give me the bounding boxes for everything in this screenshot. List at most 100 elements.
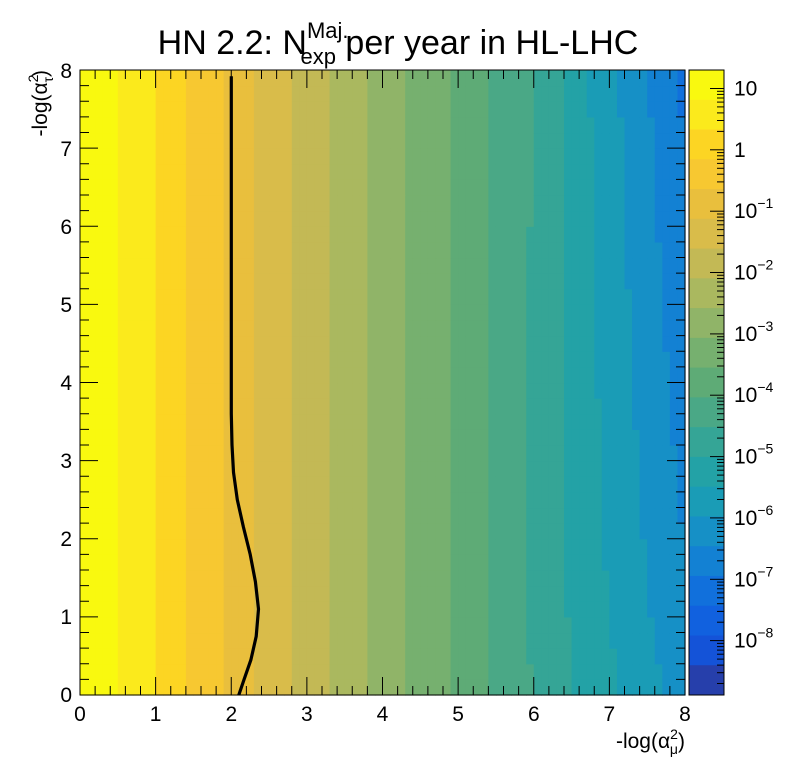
heatmap-cell: [465, 398, 474, 415]
heatmap-cell: [329, 585, 338, 602]
heatmap-cell: [616, 210, 626, 227]
heatmap-cell: [329, 320, 338, 337]
heatmap-cell: [314, 288, 323, 305]
heatmap-cell: [594, 335, 603, 352]
heatmap-cell: [495, 163, 505, 180]
heatmap-cell: [314, 366, 323, 384]
heatmap-cell: [443, 538, 452, 555]
heatmap-cell: [117, 507, 126, 524]
heatmap-cell: [261, 116, 270, 134]
heatmap-cell: [390, 116, 399, 134]
heatmap-cell: [382, 538, 391, 555]
heatmap-cell: [284, 195, 293, 212]
heatmap-cell: [193, 554, 202, 571]
heatmap-cell: [443, 320, 452, 337]
heatmap-cell: [359, 163, 368, 180]
heatmap-cell: [352, 85, 361, 102]
heatmap-cell: [322, 70, 331, 87]
heatmap-cell: [352, 179, 361, 196]
heatmap-cell: [647, 429, 656, 446]
heatmap-cell: [87, 445, 96, 462]
heatmap-cell: [488, 210, 497, 227]
heatmap-cell: [427, 101, 437, 118]
heatmap-cell: [102, 507, 111, 524]
heatmap-cell: [110, 335, 119, 352]
heatmap-cell: [261, 382, 270, 399]
heatmap-cell: [609, 85, 618, 102]
heatmap-cell: [87, 335, 96, 352]
heatmap-cell: [299, 679, 308, 696]
heatmap-cell: [178, 85, 187, 102]
heatmap-cell: [344, 366, 353, 384]
heatmap-cell: [344, 241, 353, 259]
heatmap-cell: [367, 273, 376, 290]
heatmap-cell: [405, 632, 414, 649]
heatmap-cell: [669, 382, 679, 399]
heatmap-cell: [465, 70, 474, 87]
heatmap-cell: [140, 85, 149, 102]
heatmap-cell: [526, 366, 535, 384]
heatmap-cell: [95, 132, 104, 149]
heatmap-cell: [269, 179, 278, 196]
heatmap-cell: [231, 85, 240, 102]
heatmap-cell: [284, 413, 293, 430]
heatmap-cell: [322, 288, 331, 305]
heatmap-cell: [216, 226, 225, 243]
heatmap-cell: [110, 70, 119, 87]
heatmap-cell: [533, 616, 542, 634]
heatmap-cell: [352, 101, 361, 118]
y-tick-labels: 0 1 2 3 4 5 6 7 8: [60, 60, 72, 707]
heatmap-cell: [329, 554, 338, 571]
heatmap-cell: [314, 320, 323, 337]
heatmap-cell: [511, 413, 520, 430]
heatmap-cell: [322, 398, 331, 415]
heatmap-cell: [269, 195, 278, 212]
heatmap-cell: [246, 585, 255, 602]
heatmap-cell: [291, 523, 300, 540]
heatmap-cell: [616, 476, 626, 493]
heatmap-cell: [579, 304, 588, 321]
heatmap-cell: [329, 179, 338, 196]
heatmap-cell: [382, 241, 391, 259]
heatmap-cell: [178, 351, 187, 368]
heatmap-cell: [155, 632, 164, 649]
heatmap-cell: [299, 601, 308, 618]
heatmap-cell: [231, 382, 240, 399]
heatmap-cell: [155, 507, 164, 524]
colorbar-label-base: 10: [734, 262, 757, 285]
heatmap-cell: [669, 679, 679, 696]
heatmap-cell: [125, 273, 134, 290]
heatmap-cell: [178, 445, 187, 462]
heatmap-cell: [238, 538, 247, 555]
heatmap-cell: [344, 179, 353, 196]
heatmap-cell: [367, 491, 376, 509]
heatmap-cell: [276, 226, 285, 243]
heatmap-cell: [397, 70, 406, 87]
heatmap-cell: [443, 195, 452, 212]
heatmap-cell: [110, 616, 119, 634]
heatmap-cell: [216, 195, 225, 212]
heatmap-cell: [586, 179, 595, 196]
heatmap-cell: [435, 382, 444, 399]
heatmap-cell: [193, 663, 202, 680]
heatmap-cell: [677, 273, 686, 290]
heatmap-cell: [503, 523, 512, 540]
heatmap-cell: [412, 226, 421, 243]
heatmap-cell: [480, 116, 489, 134]
heatmap-cell: [412, 570, 421, 587]
heatmap-cell: [677, 320, 686, 337]
heatmap-cell: [87, 85, 96, 102]
heatmap-cell: [427, 335, 437, 352]
heatmap-cell: [647, 101, 656, 118]
heatmap-cell: [322, 320, 331, 337]
heatmap-cell: [163, 132, 172, 149]
heatmap-cell: [556, 70, 565, 87]
heatmap-cell: [488, 429, 497, 446]
heatmap-cell: [155, 616, 164, 634]
heatmap-cell: [314, 116, 323, 134]
heatmap-cell: [427, 366, 437, 384]
heatmap-cell: [344, 132, 353, 149]
heatmap-cell: [677, 491, 686, 509]
heatmap-cell: [193, 85, 202, 102]
y-axis-label-sub: τ: [40, 77, 56, 83]
